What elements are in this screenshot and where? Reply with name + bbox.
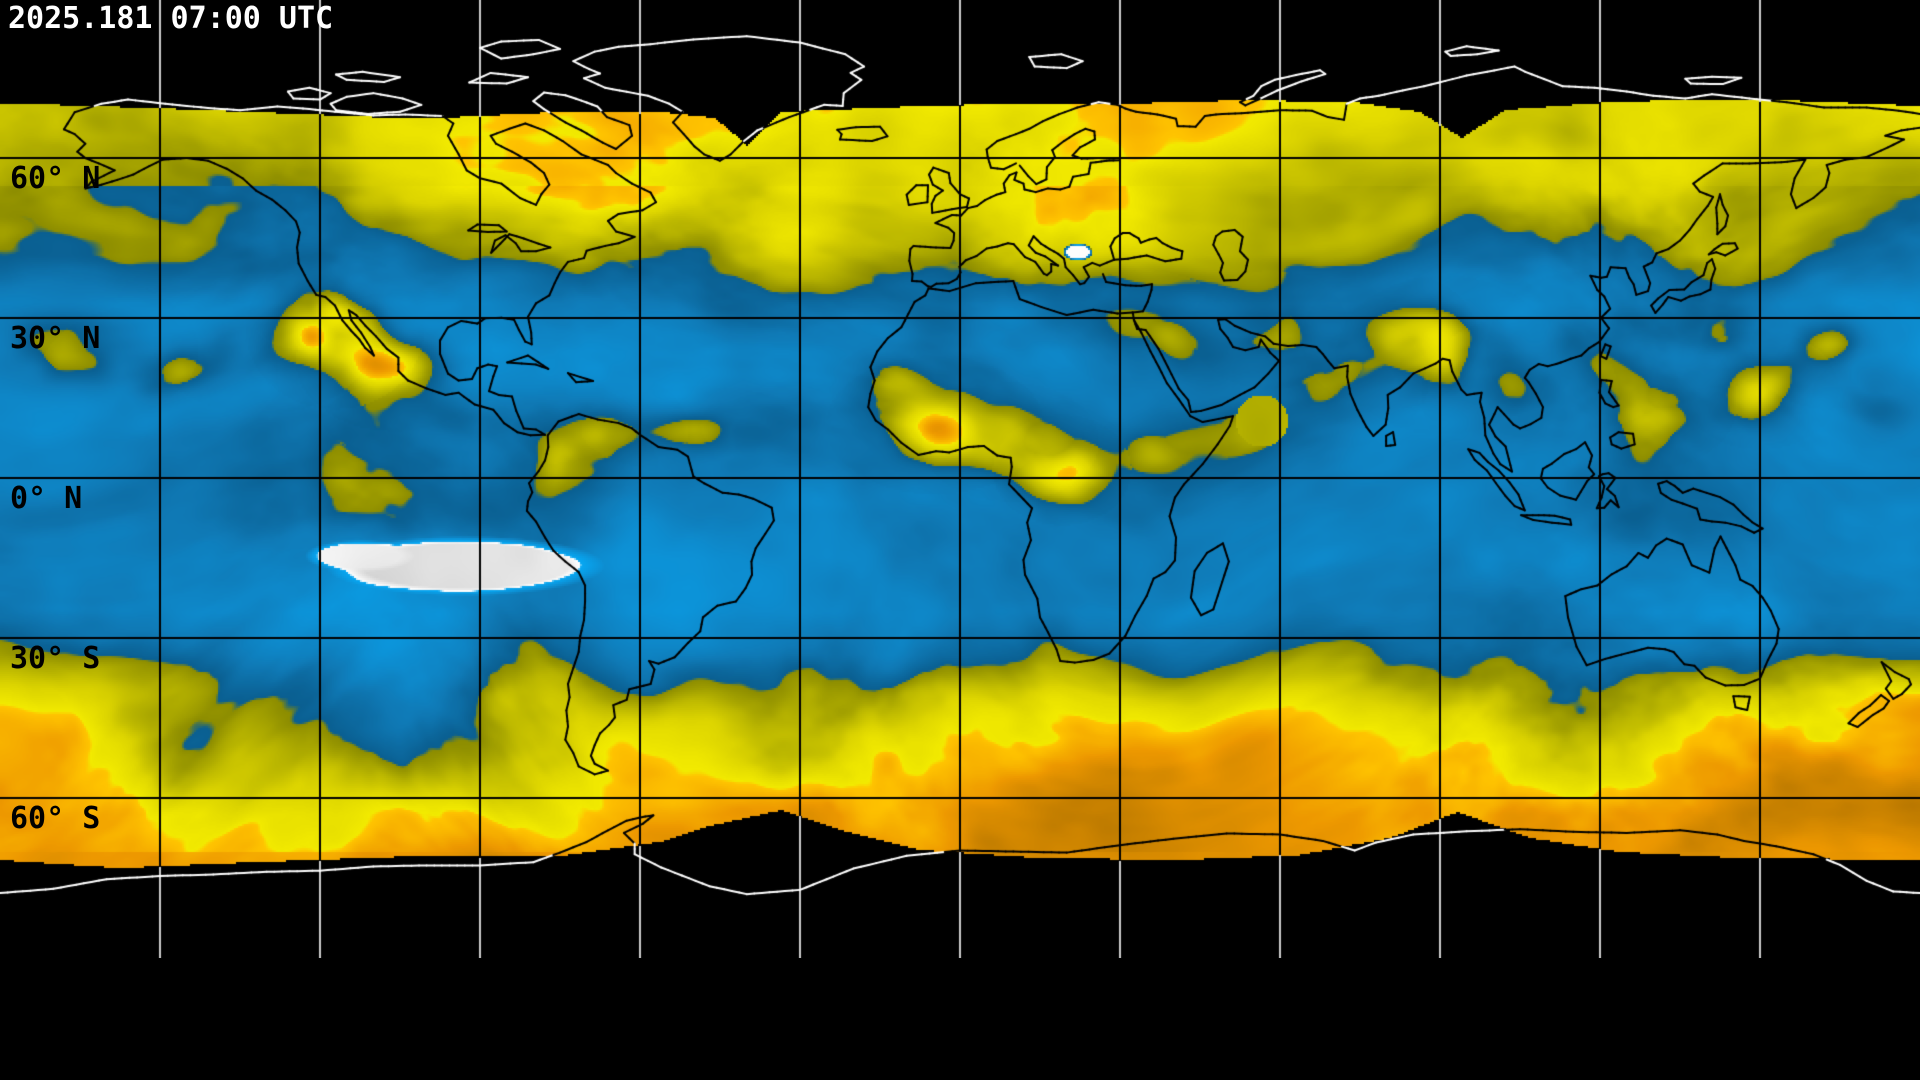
latitude-label: 60° S [10,801,101,836]
satellite-map-canvas [0,0,1920,958]
latitude-label: 60° N [10,161,101,196]
colorbar-legend: 1801902002102202302402502602702802903003… [0,958,1920,1080]
timestamp-label: 2025.181 07:00 UTC [8,1,334,36]
latitude-label: 30° S [10,641,101,676]
latitude-label: 0° N [10,481,83,516]
latitude-label: 30° N [10,321,101,356]
